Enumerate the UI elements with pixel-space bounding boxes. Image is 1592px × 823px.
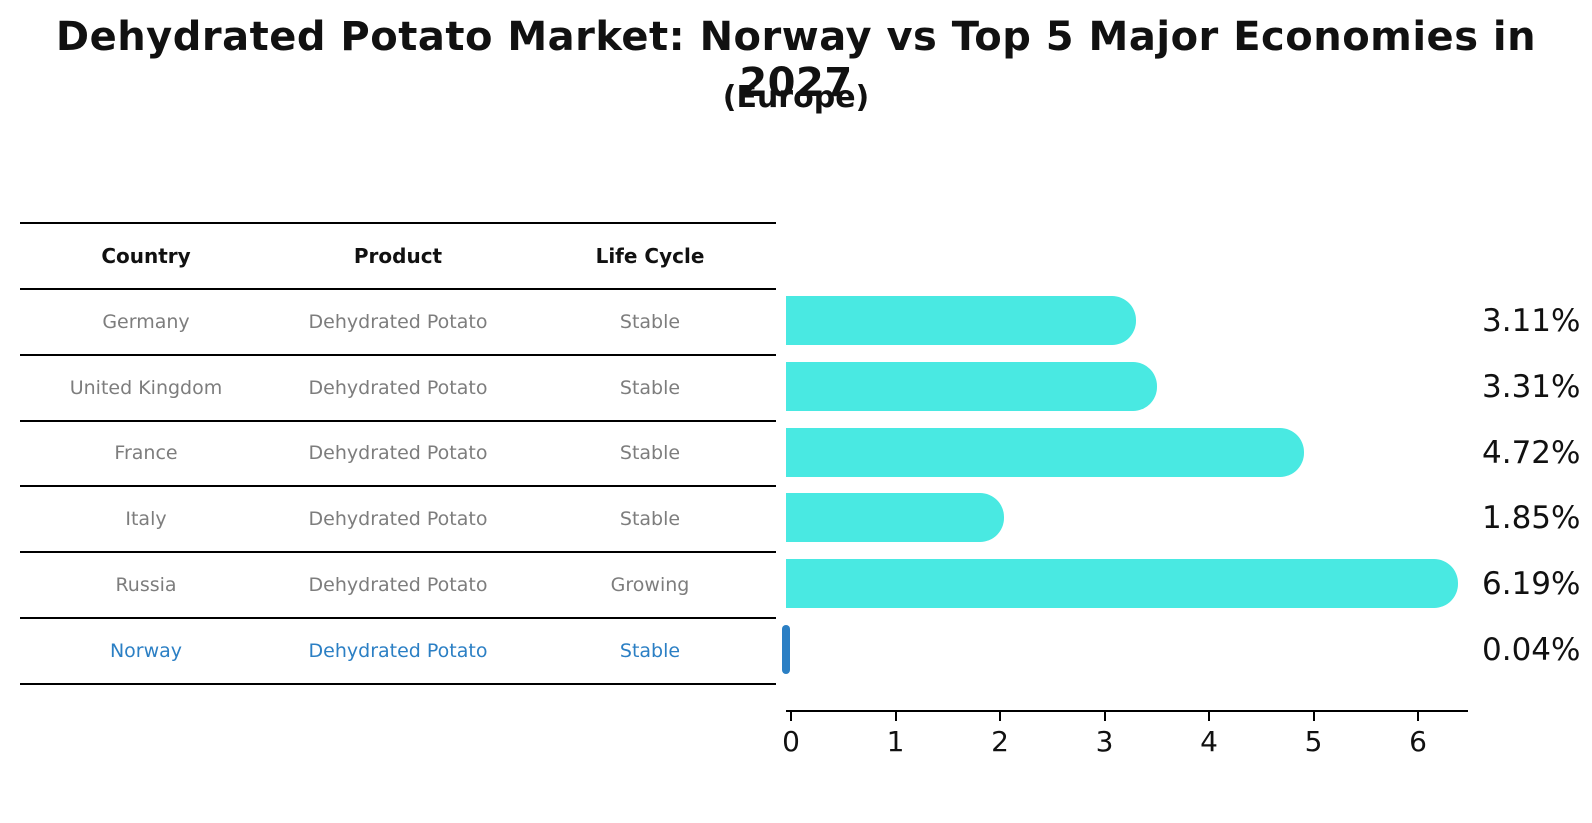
- x-axis-tick-label: 3: [1095, 725, 1114, 758]
- table-cell-country: France: [114, 442, 178, 465]
- table-cell-lifecycle: Stable: [619, 508, 681, 531]
- table-cell-lifecycle: Stable: [619, 639, 681, 662]
- table-cell-product: Dehydrated Potato: [308, 639, 488, 662]
- table-cell-product: Dehydrated Potato: [308, 376, 488, 399]
- bar-italy: [786, 493, 1005, 543]
- x-axis-tick: [1312, 712, 1315, 721]
- table-cell-product: Dehydrated Potato: [308, 508, 488, 531]
- table-row: Germany Dehydrated Potato Stable: [20, 290, 776, 356]
- x-axis-tick-label: 1: [886, 725, 905, 758]
- table-cell-product: Dehydrated Potato: [308, 442, 488, 465]
- chart-subtitle: (Europe): [722, 80, 870, 115]
- table-row: France Dehydrated Potato Stable: [20, 422, 776, 488]
- x-axis-tick: [999, 712, 1001, 721]
- x-axis-tick: [1417, 712, 1419, 721]
- market-table: Country Product Life Cycle Germany Dehydr…: [20, 222, 776, 685]
- bar-germany: [786, 296, 1136, 345]
- bar-united-kingdom: [786, 361, 1157, 411]
- table-cell-country: Germany: [102, 310, 190, 333]
- value-label: 6.19%: [1482, 566, 1581, 603]
- bar-russia: [786, 559, 1458, 609]
- value-label: 3.11%: [1482, 303, 1581, 339]
- table-cell-product: Dehydrated Potato: [308, 310, 488, 333]
- chart-title: Dehydrated Potato Market: Norway vs Top …: [55, 14, 1537, 106]
- x-axis-line: [786, 710, 1468, 712]
- x-axis-ticks: 0 1 2 3 4 5 6: [782, 712, 1476, 772]
- bar-norway: [782, 625, 790, 674]
- table-cell-country: Italy: [125, 508, 167, 531]
- value-label: 3.31%: [1482, 368, 1581, 405]
- table-body: Germany Dehydrated Potato Stable United Kin…: [20, 290, 776, 685]
- table-cell-lifecycle: Growing: [610, 574, 690, 597]
- table-cell-lifecycle: Stable: [619, 442, 681, 465]
- table-cell-lifecycle: Stable: [619, 310, 681, 333]
- table-row: Norway Dehydrated Potato Stable: [20, 619, 776, 685]
- value-label: 0.04%: [1482, 632, 1581, 668]
- x-axis-tick: [790, 712, 792, 721]
- table-cell-country: United Kingdom: [69, 376, 223, 399]
- x-axis-tick-label: 6: [1409, 725, 1427, 758]
- value-label: 4.72%: [1482, 434, 1581, 471]
- table-cell-lifecycle: Stable: [619, 376, 681, 399]
- value-label: 1.85%: [1482, 500, 1581, 537]
- table-header-country: Country: [101, 244, 191, 268]
- table-row: Italy Dehydrated Potato Stable: [20, 487, 776, 554]
- x-axis-tick: [1208, 712, 1210, 721]
- table-header-lifecycle: Life Cycle: [595, 244, 705, 268]
- table-row: Russia Dehydrated Potato Growing: [20, 553, 776, 619]
- x-axis-tick-label: 4: [1200, 725, 1218, 758]
- x-axis-tick-label: 2: [991, 725, 1009, 758]
- bar-france: [786, 427, 1305, 477]
- table-header-row: Country Product Life Cycle: [20, 224, 776, 290]
- bar-plot: [782, 288, 1476, 711]
- x-axis-tick: [1103, 712, 1106, 721]
- table-cell-country: Russia: [115, 574, 177, 597]
- x-axis-tick-label: 5: [1304, 725, 1323, 758]
- table-cell-country: Norway: [109, 639, 183, 662]
- table-cell-product: Dehydrated Potato: [308, 574, 488, 597]
- x-axis-tick: [894, 712, 897, 721]
- table-row: United Kingdom Dehydrated Potato Stable: [20, 356, 776, 422]
- table-header-product: Product: [353, 244, 443, 268]
- x-axis-tick-label: 0: [782, 725, 800, 758]
